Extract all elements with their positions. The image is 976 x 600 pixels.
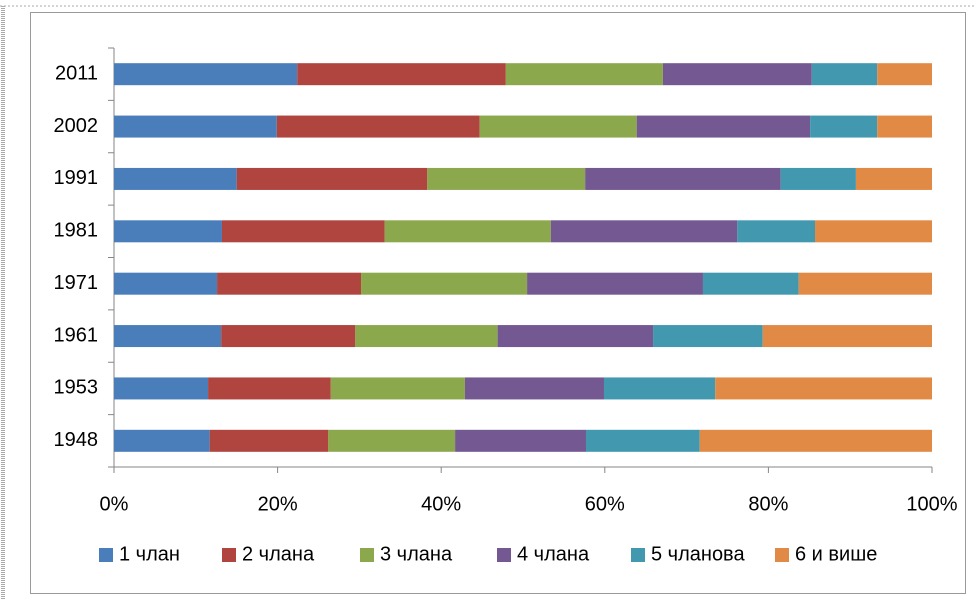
- bar-segment: [479, 115, 637, 138]
- bar-segment: [737, 220, 816, 243]
- x-tick-label: 80%: [748, 493, 788, 515]
- bar-segment: [114, 325, 222, 348]
- bar-segment: [855, 167, 932, 190]
- x-tick-label: 40%: [421, 493, 461, 515]
- bar-segment: [877, 115, 932, 138]
- bar-segment: [114, 220, 222, 243]
- y-tick-label: 2002: [54, 115, 99, 137]
- legend-swatch: [631, 548, 645, 562]
- bar-segment: [276, 115, 480, 138]
- x-tick-label: 20%: [258, 493, 298, 515]
- bar-segment: [297, 63, 506, 86]
- x-tick-label: 0%: [100, 493, 129, 515]
- bar-segment: [780, 167, 856, 190]
- bar-segment: [699, 429, 932, 452]
- x-tick-label: 60%: [585, 493, 625, 515]
- bar-segment: [815, 220, 932, 243]
- bar-segment: [811, 63, 878, 86]
- chart-frame: [30, 12, 966, 594]
- bar-segment: [114, 63, 298, 86]
- bar-segment: [505, 63, 663, 86]
- bar-segment: [810, 115, 878, 138]
- bar-segment: [550, 220, 738, 243]
- y-tick-label: 1971: [54, 272, 99, 294]
- bar-segment: [653, 325, 763, 348]
- bar-segment: [355, 325, 498, 348]
- bar-segment: [464, 377, 604, 400]
- bar-segment: [715, 377, 932, 400]
- bar-segment: [114, 377, 209, 400]
- x-tick-label: 100%: [906, 493, 957, 515]
- bar-segment: [585, 429, 700, 452]
- bar-segment: [702, 272, 799, 295]
- bar-segment: [236, 167, 428, 190]
- bar-segment: [114, 272, 218, 295]
- bar-segment: [328, 429, 456, 452]
- legend-label: 4 члана: [517, 543, 590, 565]
- legend-label: 1 члан: [119, 543, 180, 565]
- bar-segment: [662, 63, 812, 86]
- y-tick-label: 1948: [54, 429, 99, 451]
- y-tick-label: 1981: [54, 220, 99, 242]
- legend-swatch: [775, 548, 789, 562]
- legend-label: 3 члана: [380, 543, 453, 565]
- bar-segment: [384, 220, 551, 243]
- legend-label: 6 и више: [795, 543, 877, 565]
- bar-segment: [762, 325, 932, 348]
- bar-segment: [497, 325, 654, 348]
- bar-segment: [527, 272, 703, 295]
- legend-label: 5 чланова: [651, 543, 745, 565]
- bar-segment: [209, 429, 329, 452]
- bar-segment: [114, 167, 237, 190]
- legend-swatch: [497, 548, 511, 562]
- bar-segment: [221, 220, 385, 243]
- bar-segment: [114, 115, 277, 138]
- bar-segment: [114, 429, 210, 452]
- legend-label: 2 члана: [242, 543, 315, 565]
- bar-segment: [427, 167, 586, 190]
- bar-segment: [330, 377, 465, 400]
- y-tick-label: 1991: [54, 167, 99, 189]
- bar-segment: [208, 377, 331, 400]
- bar-segment: [636, 115, 811, 138]
- legend-swatch: [99, 548, 113, 562]
- bar-segment: [455, 429, 586, 452]
- legend-swatch: [360, 548, 374, 562]
- bar-segment: [798, 272, 932, 295]
- y-tick-label: 1953: [54, 377, 99, 399]
- legend-swatch: [222, 548, 236, 562]
- bar-segment: [877, 63, 932, 86]
- bar-segment: [217, 272, 362, 295]
- y-tick-label: 2011: [55, 62, 98, 84]
- y-tick-label: 1961: [54, 324, 99, 346]
- bar-segment: [585, 167, 781, 190]
- bar-segment: [603, 377, 716, 400]
- bar-segment: [361, 272, 528, 295]
- bar-segment: [221, 325, 356, 348]
